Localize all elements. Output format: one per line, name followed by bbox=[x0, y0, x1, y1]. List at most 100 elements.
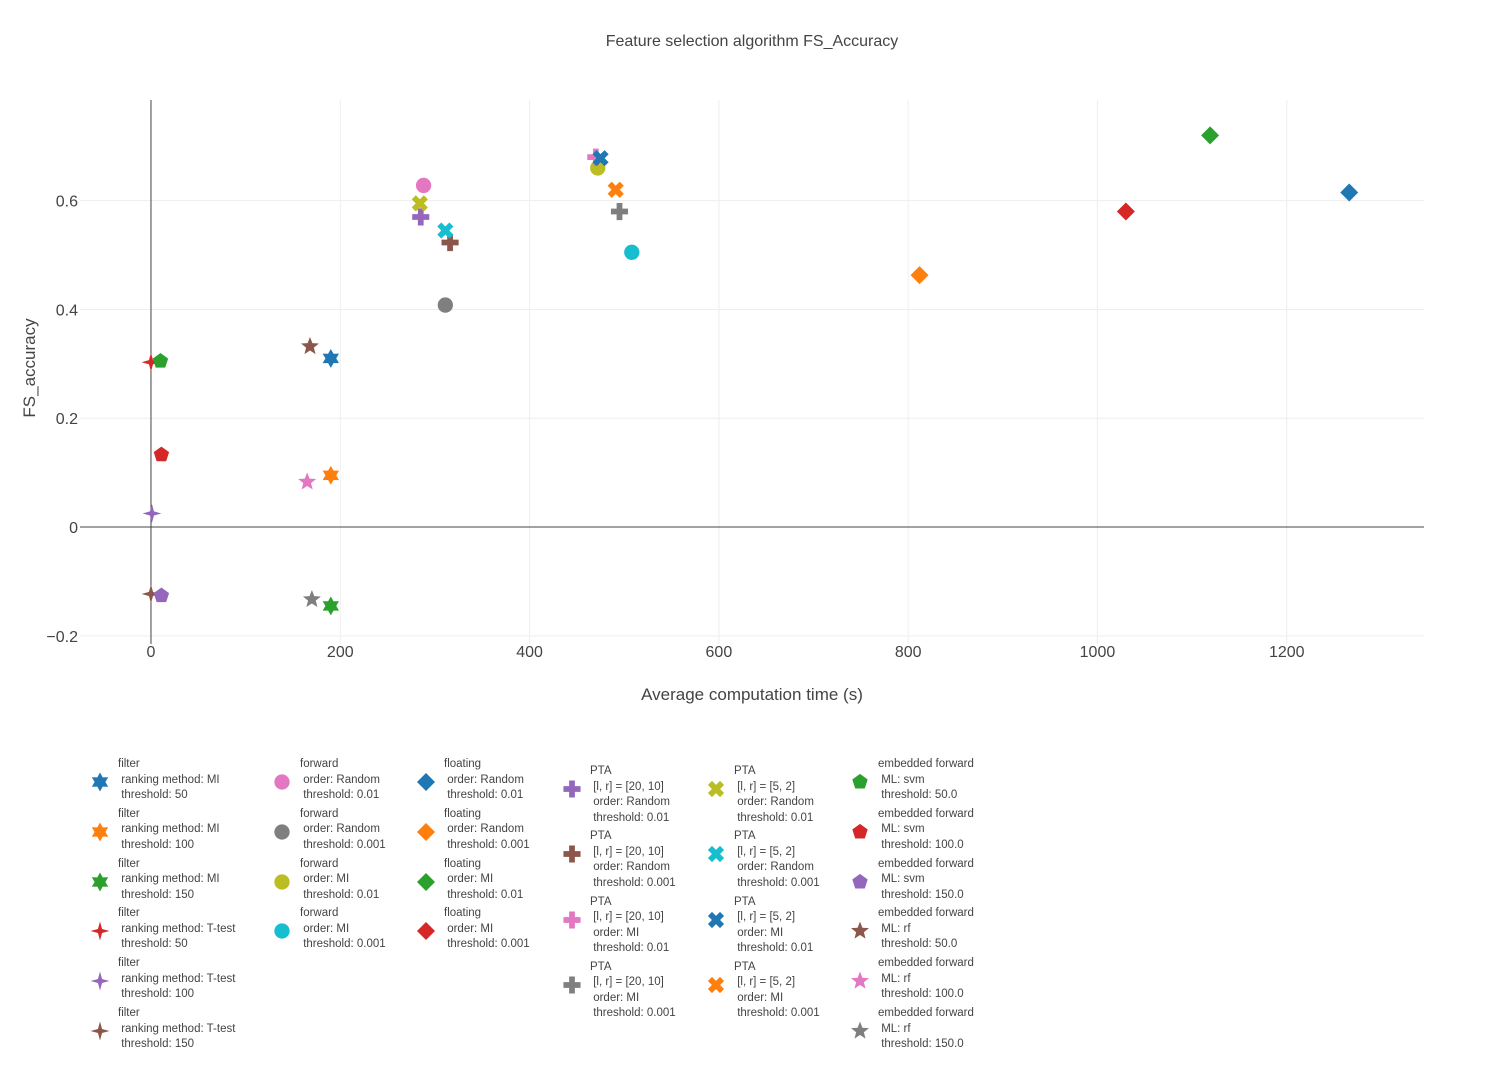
legend-marker-icon bbox=[91, 772, 109, 792]
data-point bbox=[624, 244, 640, 260]
y-tick-label: 0.6 bbox=[56, 194, 78, 211]
legend-marker-icon bbox=[417, 822, 435, 841]
data-point bbox=[411, 195, 428, 212]
y-tick-label: 0 bbox=[69, 520, 78, 537]
data-point bbox=[910, 266, 929, 285]
legend-marker-icon bbox=[852, 773, 868, 789]
grid-layer bbox=[80, 100, 1424, 644]
legend-label: embedded forward ML: rf threshold: 150.0 bbox=[878, 1007, 974, 1050]
legend-label: PTA [l, r] = [20, 10] order: Random thre… bbox=[590, 830, 676, 889]
data-point bbox=[153, 446, 170, 462]
legend-item[interactable]: embedded forward ML: svm threshold: 50.0 bbox=[850, 758, 974, 804]
legend-marker-icon bbox=[274, 923, 290, 940]
legend-label: PTA [l, r] = [5, 2] order: Random thresh… bbox=[734, 830, 820, 889]
x-axis-label: Average computation time (s) bbox=[641, 685, 863, 704]
legend-item[interactable]: filter ranking method: MI threshold: 100 bbox=[90, 808, 220, 854]
legend-label: embedded forward ML: svm threshold: 50.0 bbox=[878, 758, 974, 801]
legend-item[interactable]: PTA [l, r] = [20, 10] order: Random thre… bbox=[562, 765, 670, 826]
legend-item[interactable]: PTA [l, r] = [20, 10] order: MI threshol… bbox=[562, 896, 669, 957]
legend-marker-icon bbox=[90, 921, 110, 941]
y-tick-label: 0.4 bbox=[56, 302, 78, 319]
y-axis-label: FS_accuracy bbox=[20, 318, 39, 418]
legend-marker-icon bbox=[563, 976, 581, 994]
x-tick-label: 600 bbox=[706, 644, 733, 661]
legend-label: PTA [l, r] = [20, 10] order: Random thre… bbox=[590, 765, 670, 824]
legend-label: embedded forward ML: rf threshold: 50.0 bbox=[878, 907, 974, 951]
legend-marker-icon bbox=[563, 780, 581, 798]
legend-item[interactable]: PTA [l, r] = [5, 2] order: MI threshold:… bbox=[706, 961, 820, 1022]
legend-label: forward order: MI threshold: 0.001 bbox=[300, 907, 386, 951]
legend-label: filter ranking method: T-test threshold:… bbox=[118, 957, 236, 1001]
data-point bbox=[298, 472, 317, 490]
legend-marker-icon bbox=[274, 774, 290, 790]
legend-marker-icon bbox=[852, 873, 868, 889]
legend-label: forward order: MI threshold: 0.01 bbox=[300, 857, 380, 901]
legend-marker-icon bbox=[707, 846, 725, 863]
legend-item[interactable]: floating order: Random threshold: 0.01 bbox=[416, 758, 524, 804]
legend-item[interactable]: forward order: Random threshold: 0.01 bbox=[272, 758, 380, 804]
data-point bbox=[302, 589, 321, 608]
legend-item[interactable]: floating order: Random threshold: 0.001 bbox=[416, 808, 530, 854]
legend-marker-icon bbox=[417, 872, 435, 891]
x-tick-label: 1200 bbox=[1269, 644, 1305, 661]
legend-label: filter ranking method: T-test threshold:… bbox=[118, 907, 236, 951]
legend-item[interactable]: PTA [l, r] = [5, 2] order: Random thresh… bbox=[706, 765, 814, 826]
legend-item[interactable]: filter ranking method: MI threshold: 50 bbox=[90, 758, 220, 804]
legend-item[interactable]: embedded forward ML: svm threshold: 100.… bbox=[850, 808, 974, 854]
data-point bbox=[322, 348, 339, 368]
legend-label: PTA [l, r] = [5, 2] order: Random thresh… bbox=[734, 765, 814, 824]
legend-item[interactable]: forward order: MI threshold: 0.01 bbox=[272, 858, 379, 904]
legend-item[interactable]: forward order: MI threshold: 0.001 bbox=[272, 907, 386, 953]
data-point bbox=[441, 233, 459, 252]
y-tick-label: 0.2 bbox=[56, 411, 78, 428]
data-point bbox=[437, 222, 454, 239]
legend-item[interactable]: PTA [l, r] = [20, 10] order: Random thre… bbox=[562, 830, 676, 891]
legend-marker-icon bbox=[90, 971, 110, 991]
legend-item[interactable]: PTA [l, r] = [20, 10] order: MI threshol… bbox=[562, 961, 676, 1022]
legend-marker-icon bbox=[274, 873, 290, 890]
legend-marker-icon bbox=[417, 773, 435, 791]
data-point bbox=[141, 352, 161, 372]
legend-item[interactable]: filter ranking method: MI threshold: 150 bbox=[90, 858, 220, 904]
y-tick-label: −0.2 bbox=[46, 629, 78, 646]
legend-marker-icon bbox=[851, 971, 869, 989]
legend-label: embedded forward ML: svm threshold: 100.… bbox=[878, 807, 974, 851]
legend-marker-icon bbox=[707, 780, 725, 798]
point-layer bbox=[141, 126, 1359, 616]
legend-marker-icon bbox=[851, 921, 869, 940]
legend-item[interactable]: embedded forward ML: rf threshold: 100.0 bbox=[850, 957, 974, 1003]
legend-item[interactable]: floating order: MI threshold: 0.01 bbox=[416, 858, 523, 904]
legend-label: PTA [l, r] = [5, 2] order: MI threshold:… bbox=[734, 895, 814, 955]
legend-label: floating order: MI threshold: 0.001 bbox=[444, 907, 530, 951]
legend-item[interactable]: PTA [l, r] = [5, 2] order: MI threshold:… bbox=[706, 896, 813, 957]
x-tick-label: 200 bbox=[327, 644, 354, 661]
data-point bbox=[322, 465, 339, 485]
data-point bbox=[1201, 126, 1220, 145]
legend-label: filter ranking method: MI threshold: 150 bbox=[118, 857, 220, 901]
legend-item[interactable]: embedded forward ML: rf threshold: 50.0 bbox=[850, 907, 974, 953]
legend-item[interactable]: filter ranking method: T-test threshold:… bbox=[90, 907, 235, 953]
legend-item[interactable]: embedded forward ML: rf threshold: 150.0 bbox=[850, 1007, 974, 1053]
legend-marker-icon bbox=[707, 911, 725, 928]
legend-label: floating order: Random threshold: 0.01 bbox=[444, 758, 524, 801]
legend-label: filter ranking method: T-test threshold:… bbox=[118, 1007, 236, 1050]
legend-item[interactable]: filter ranking method: T-test threshold:… bbox=[90, 1007, 235, 1053]
legend-item[interactable]: PTA [l, r] = [5, 2] order: Random thresh… bbox=[706, 830, 820, 891]
data-point bbox=[415, 177, 432, 194]
legend-item[interactable]: forward order: Random threshold: 0.001 bbox=[272, 808, 386, 854]
legend-item[interactable]: embedded forward ML: svm threshold: 150.… bbox=[850, 858, 974, 904]
data-point bbox=[610, 202, 629, 221]
legend-item[interactable]: floating order: MI threshold: 0.001 bbox=[416, 907, 530, 953]
data-point bbox=[1116, 202, 1135, 221]
chart-title: Feature selection algorithm FS_Accuracy bbox=[605, 33, 899, 50]
x-tick-label: 800 bbox=[895, 644, 922, 661]
data-point bbox=[437, 297, 453, 313]
data-point bbox=[412, 208, 430, 226]
legend-marker-icon bbox=[563, 911, 581, 929]
data-point bbox=[153, 587, 170, 603]
data-point bbox=[592, 150, 609, 167]
legend-item[interactable]: filter ranking method: T-test threshold:… bbox=[90, 957, 235, 1003]
legend-label: embedded forward ML: rf threshold: 100.0 bbox=[878, 957, 974, 1001]
legend-marker-icon bbox=[851, 1021, 869, 1039]
